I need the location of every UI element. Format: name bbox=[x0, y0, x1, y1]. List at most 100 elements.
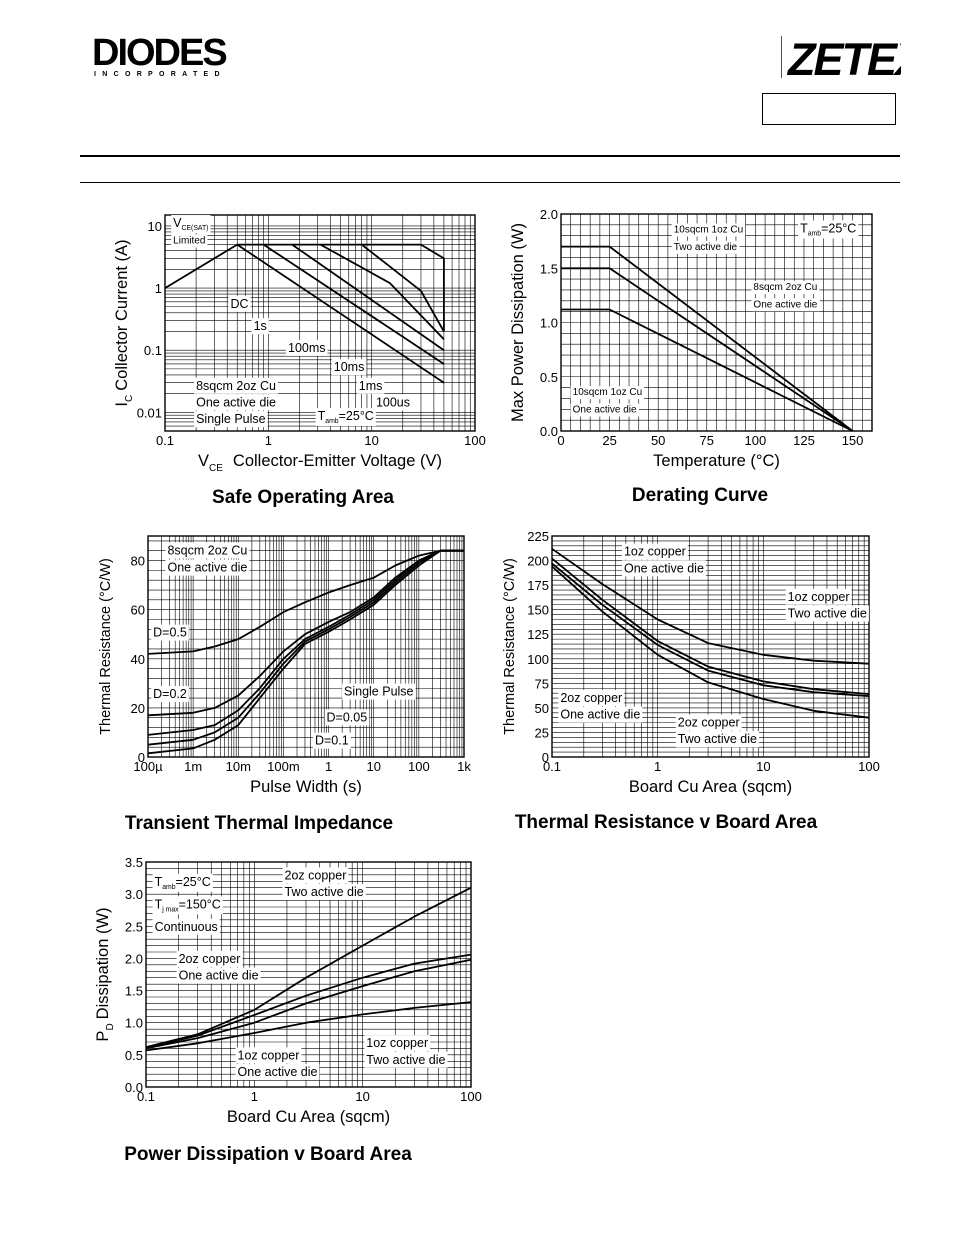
pd_area-xtick: 100 bbox=[460, 1089, 482, 1104]
soa-ytick: 0.01 bbox=[137, 405, 162, 420]
transient-annotation-text: D=0.5 bbox=[153, 626, 187, 640]
soa-annotation-text: 1ms bbox=[359, 379, 383, 393]
pd_area-annotation-bg bbox=[176, 967, 261, 984]
soa-annotation-bg bbox=[171, 234, 208, 248]
derating-annotation-text2: =25°C bbox=[821, 221, 856, 235]
rth_area-annotation-bg bbox=[621, 543, 688, 560]
pd_area-annotation-bg bbox=[152, 873, 213, 892]
rth_area-annotation: One active die bbox=[624, 561, 704, 575]
soa-annotation: 100ms bbox=[288, 341, 326, 355]
derating-annotation: One active die bbox=[753, 299, 817, 310]
rth_area-title: Thermal Resistance v Board Area bbox=[515, 812, 818, 833]
pd_area-annotation-text: T bbox=[155, 897, 163, 911]
soa-annotation-sub: amb bbox=[325, 418, 339, 425]
derating-annotation-text: One active die bbox=[753, 299, 817, 310]
transient-xtick: 1k bbox=[457, 759, 471, 774]
soa-annotation-text: 8sqcm 2oz Cu bbox=[196, 379, 276, 393]
rth_area-xlabel: Board Cu Area (sqcm) bbox=[629, 778, 792, 796]
pd_area-series-0 bbox=[145, 886, 472, 1048]
transient-series-0 bbox=[147, 549, 464, 655]
pd_area-annotation-bg bbox=[235, 1064, 320, 1081]
rth_area-ytick: 225 bbox=[527, 529, 549, 544]
soa-annotation: 1s bbox=[254, 319, 267, 333]
pd_area-xtick: 0.1 bbox=[137, 1089, 155, 1104]
soa-xtick: 1 bbox=[265, 433, 272, 448]
pd_area-annotation-sub: j max bbox=[161, 906, 179, 913]
rth_area-annotation-text: Two active die bbox=[788, 607, 867, 621]
transient-annotation: D=0.05 bbox=[327, 710, 368, 724]
soa-frame bbox=[164, 214, 476, 432]
pd_area-ylabel-sym: P bbox=[94, 1031, 112, 1042]
pd_area-ylabel: PD Dissipation (W) bbox=[94, 907, 116, 1041]
transient-annotation-bg bbox=[312, 732, 351, 749]
transient-annotation-bg bbox=[342, 683, 416, 700]
soa-annotation-bg bbox=[356, 377, 385, 394]
pd_area-annotation: Tj max=150°C bbox=[155, 897, 221, 913]
rth_area-annotation: 2oz copper bbox=[560, 691, 622, 705]
soa-annotation: One active die bbox=[196, 395, 276, 409]
transient-annotation-bg bbox=[165, 559, 250, 576]
part-number-box bbox=[762, 93, 896, 125]
transient-ytick: 40 bbox=[131, 652, 145, 667]
pd_area-annotation: Two active die bbox=[366, 1053, 445, 1067]
rth_area-annotation: 1oz copper bbox=[624, 545, 686, 559]
derating-annotation-text: 10sqcm 1oz Cu bbox=[573, 387, 642, 398]
pd_area-annotation-text: 1oz copper bbox=[238, 1048, 300, 1062]
rth_area-annotation: Two active die bbox=[678, 732, 757, 746]
derating-series-2 bbox=[561, 308, 854, 432]
transient-annotation-text: 8sqcm 2oz Cu bbox=[167, 543, 247, 557]
soa-annotation: 8sqcm 2oz Cu bbox=[196, 379, 276, 393]
derating-xtick: 50 bbox=[651, 433, 665, 448]
pd_area-annotation-text: One active die bbox=[179, 969, 259, 983]
pd_area-annotation: Tamb=25°C bbox=[155, 875, 211, 891]
zetex-logo: ZETEX bbox=[786, 34, 901, 85]
soa-annotation: 100us bbox=[376, 395, 410, 409]
soa-xlabel-sym: V bbox=[198, 452, 209, 470]
soa-annotation-text: T bbox=[318, 409, 326, 423]
transient-annotation-text: Single Pulse bbox=[344, 685, 414, 699]
rth_area-annotation-text: 2oz copper bbox=[678, 716, 740, 730]
derating-annotation-text: 8sqcm 2oz Cu bbox=[753, 282, 817, 293]
rth_area-annotation-bg bbox=[675, 731, 760, 748]
rth_area-annotation-text: Two active die bbox=[678, 732, 757, 746]
derating-xlabel: Temperature (°C) bbox=[653, 452, 780, 470]
diodes-logo: DIODES INCORPORATED bbox=[92, 34, 228, 78]
transient-annotation: Single Pulse bbox=[344, 685, 414, 699]
soa-annotation-text: DC bbox=[230, 297, 248, 311]
transient-ytick: 60 bbox=[131, 603, 145, 618]
pd_area-annotation-text: Two active die bbox=[366, 1053, 445, 1067]
soa-ytick: 10 bbox=[148, 219, 162, 234]
rth_area-annotation-bg bbox=[558, 689, 625, 706]
transient-annotation: One active die bbox=[167, 561, 247, 575]
pd_area-ytick: 1.0 bbox=[125, 1016, 143, 1031]
chart-rth_area: 0.1 1 10 100 0 25 50 75 100 125 150 175 200 225 1oz co… bbox=[502, 529, 880, 833]
soa-ylabel-sym: I bbox=[113, 402, 131, 407]
transient-xtick: 10m bbox=[226, 759, 251, 774]
soa-title: Safe Operating Area bbox=[212, 487, 394, 508]
chart-transient: 100µ 1m 10m 100m 1 10 100 1k 0 20 40 60 80 8sqcm 2oz … bbox=[98, 535, 471, 834]
derating-annotation-bg bbox=[751, 298, 820, 312]
zetex-logo-divider bbox=[781, 36, 782, 78]
transient-xtick: 10 bbox=[366, 759, 380, 774]
derating-annotation: One active die bbox=[573, 405, 637, 416]
derating-annotation: 10sqcm 1oz Cu bbox=[573, 387, 642, 398]
pd_area-annotation-bg bbox=[152, 918, 220, 935]
soa-annotation-bg bbox=[194, 394, 279, 411]
transient-annotation: D=0.5 bbox=[153, 626, 187, 640]
soa-xlabel-text: Collector-Emitter Voltage (V) bbox=[233, 452, 442, 470]
soa-xlabel: VCE Collector-Emitter Voltage (V) bbox=[198, 452, 442, 474]
transient-annotation: D=0.2 bbox=[153, 687, 187, 701]
transient-annotation-bg bbox=[165, 542, 250, 559]
soa-annotation-text: 1s bbox=[254, 319, 267, 333]
rth_area-series-2 bbox=[551, 562, 870, 697]
derating-annotation: 10sqcm 1oz Cu bbox=[674, 224, 743, 235]
pd_area-annotation-bg bbox=[176, 950, 243, 967]
rth_area-series-3 bbox=[551, 565, 870, 719]
transient-annotation-text: D=0.2 bbox=[153, 687, 187, 701]
derating-xtick: 125 bbox=[793, 433, 815, 448]
rth_area-xtick: 0.1 bbox=[543, 759, 561, 774]
soa-ylabel: IC Collector Current (A) bbox=[113, 239, 135, 406]
pd_area-annotation-text2: =25°C bbox=[176, 875, 211, 889]
header-rule-bottom bbox=[80, 182, 900, 183]
